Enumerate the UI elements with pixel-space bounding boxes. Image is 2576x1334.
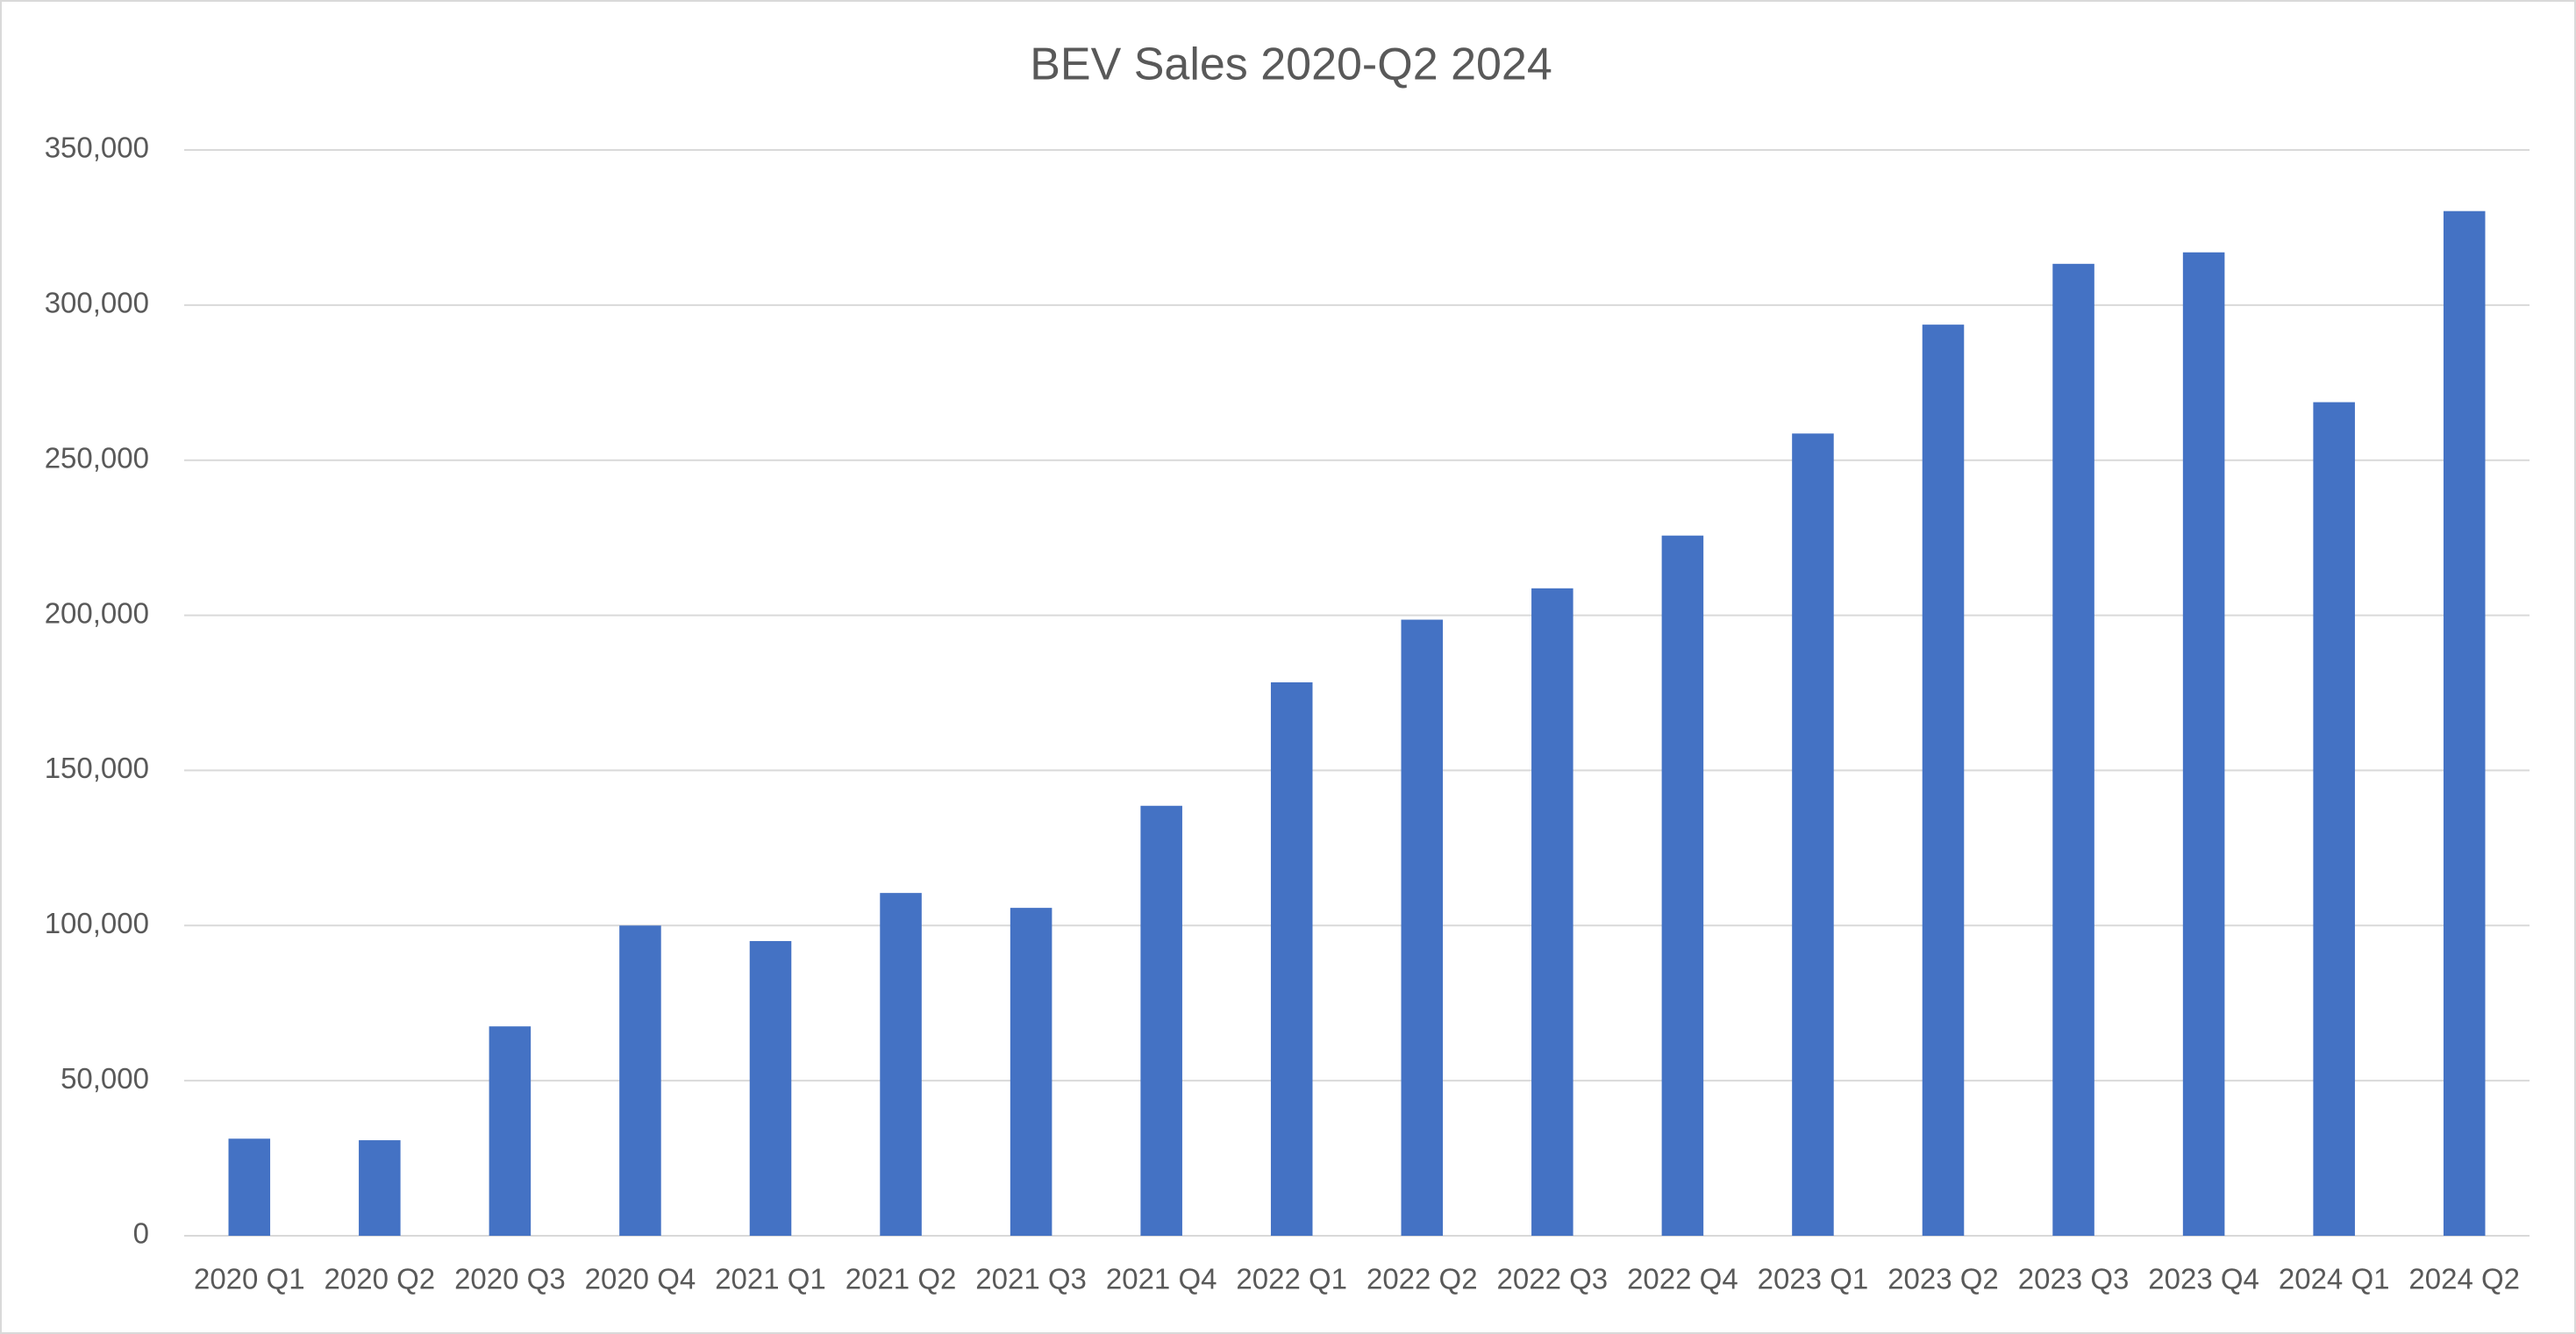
bar (619, 925, 661, 1236)
x-tick-label: 2023 Q3 (2018, 1263, 2130, 1295)
bar (1401, 619, 1444, 1236)
bar (359, 1140, 401, 1236)
x-tick-label: 2022 Q2 (1366, 1263, 1478, 1295)
bar (489, 1026, 532, 1236)
x-tick-label: 2021 Q3 (975, 1263, 1087, 1295)
x-tick-label: 2021 Q1 (715, 1263, 826, 1295)
bar (228, 1138, 271, 1236)
x-tick-label: 2021 Q2 (846, 1263, 957, 1295)
bar (1792, 433, 1834, 1236)
bar (1140, 805, 1182, 1236)
bar (1010, 908, 1053, 1236)
bar (2052, 263, 2094, 1237)
y-tick-label: 150,000 (45, 752, 149, 784)
y-tick-label: 0 (133, 1217, 149, 1250)
x-tick-label: 2021 Q4 (1106, 1263, 1217, 1295)
y-tick-label: 50,000 (61, 1062, 149, 1095)
x-tick-label: 2020 Q2 (325, 1263, 436, 1295)
y-tick-label: 100,000 (45, 907, 149, 939)
bar (2182, 252, 2225, 1236)
x-tick-label: 2022 Q3 (1497, 1263, 1609, 1295)
y-tick-label: 250,000 (45, 441, 149, 474)
bar (1270, 681, 1313, 1236)
x-tick-label: 2023 Q2 (1887, 1263, 1999, 1295)
x-tick-label: 2022 Q4 (1627, 1263, 1738, 1295)
x-tick-label: 2020 Q1 (194, 1263, 305, 1295)
bar (2313, 402, 2355, 1236)
x-tick-label: 2020 Q3 (454, 1263, 566, 1295)
bar (2443, 210, 2486, 1236)
x-tick-label: 2023 Q4 (2148, 1263, 2259, 1295)
bar (880, 893, 922, 1236)
y-tick-label: 300,000 (45, 287, 149, 319)
y-tick-label: 350,000 (45, 132, 149, 164)
x-tick-label: 2022 Q1 (1236, 1263, 1347, 1295)
chart-title: BEV Sales 2020-Q2 2024 (1030, 39, 1552, 90)
bar (1922, 325, 1965, 1237)
y-tick-label: 200,000 (45, 596, 149, 629)
x-tick-label: 2024 Q1 (2279, 1263, 2390, 1295)
x-tick-label: 2020 Q4 (585, 1263, 696, 1295)
bar (749, 940, 792, 1236)
bar (1661, 535, 1704, 1236)
bar (1531, 588, 1573, 1236)
x-tick-label: 2024 Q2 (2408, 1263, 2520, 1295)
x-tick-label: 2023 Q1 (1758, 1263, 1869, 1295)
